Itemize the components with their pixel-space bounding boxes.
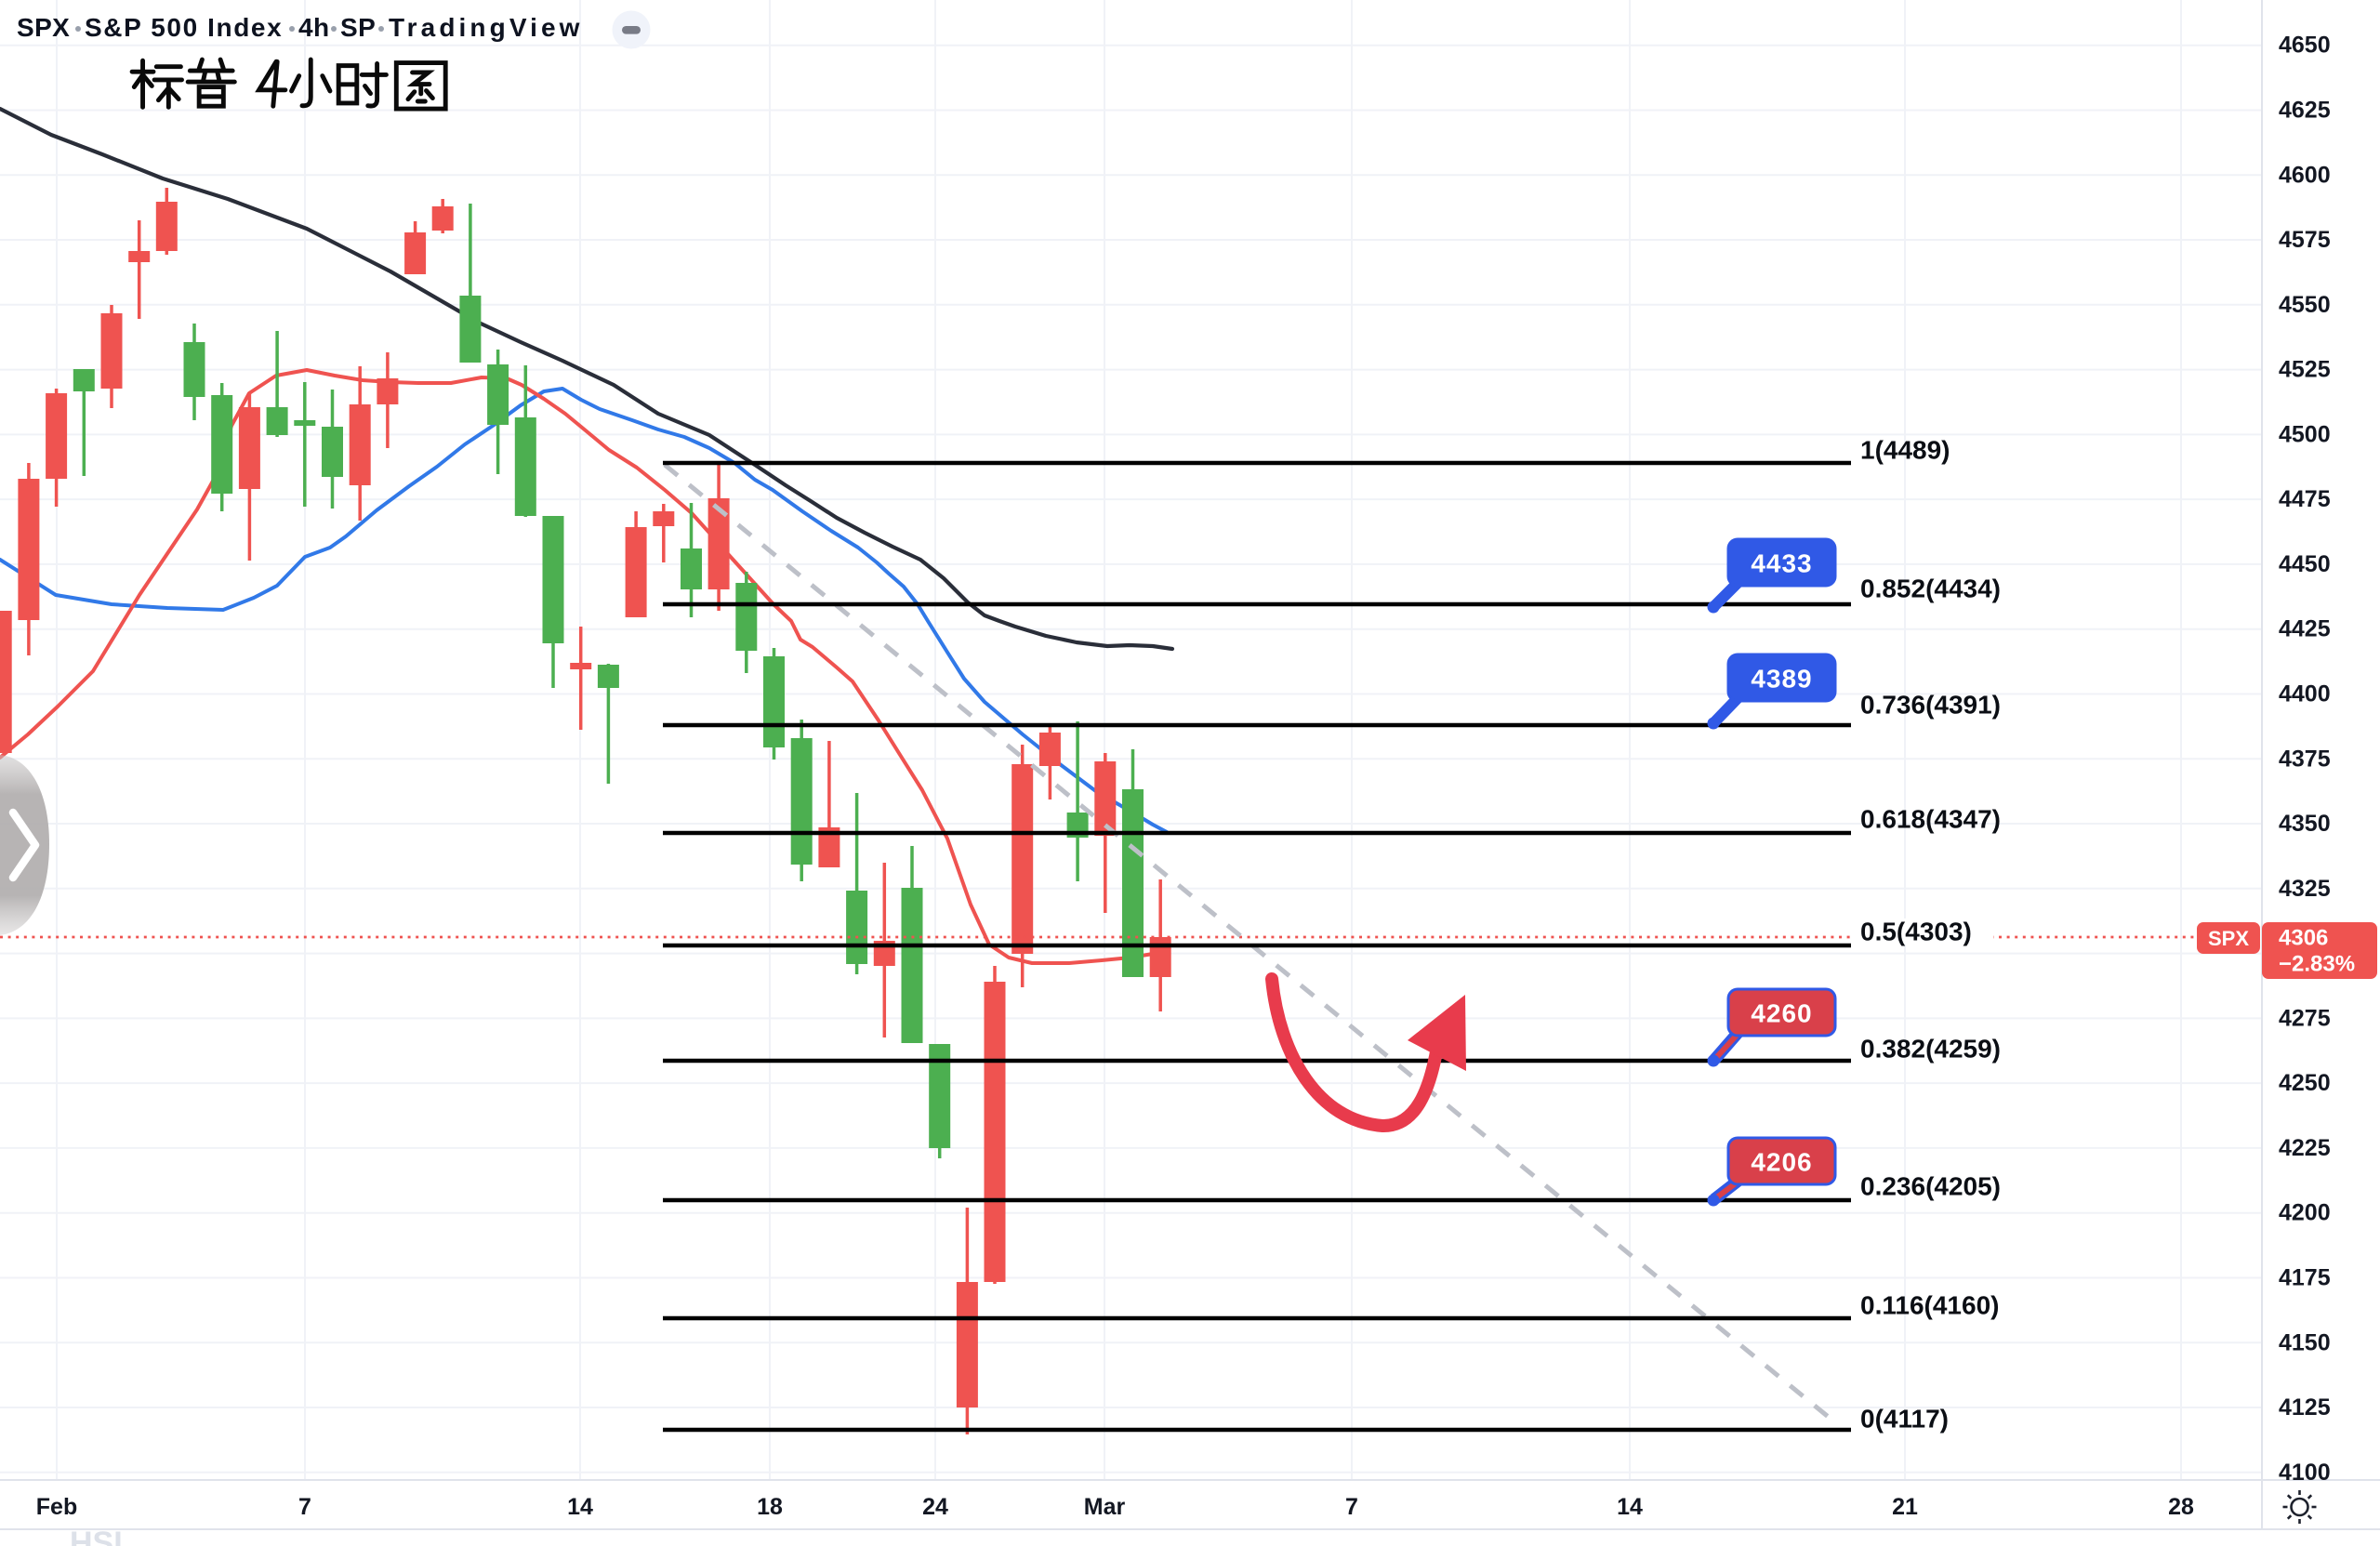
svg-text:4350: 4350 <box>2279 811 2331 837</box>
svg-text:4225: 4225 <box>2279 1135 2331 1161</box>
svg-text:4600: 4600 <box>2279 162 2331 188</box>
svg-text:0.618(4347): 0.618(4347) <box>1860 805 2001 834</box>
svg-text:4500: 4500 <box>2279 421 2331 447</box>
svg-text:TradingView: TradingView <box>389 13 584 42</box>
svg-text:4375: 4375 <box>2279 746 2331 772</box>
svg-text:24: 24 <box>922 1494 948 1520</box>
svg-text:4475: 4475 <box>2279 486 2331 512</box>
svg-text:4150: 4150 <box>2279 1329 2331 1355</box>
svg-text:0.736(4391): 0.736(4391) <box>1860 691 2001 720</box>
svg-text:S&P 500 Index: S&P 500 Index <box>85 13 283 42</box>
svg-text:4100: 4100 <box>2279 1460 2331 1486</box>
svg-text:SPX: SPX <box>17 13 70 42</box>
svg-text:4175: 4175 <box>2279 1265 2331 1291</box>
svg-text:7: 7 <box>1345 1494 1358 1520</box>
svg-text:4650: 4650 <box>2279 33 2331 59</box>
svg-text:4433: 4433 <box>1751 549 1812 578</box>
svg-text:4389: 4389 <box>1751 665 1812 694</box>
svg-text:0.382(4259): 0.382(4259) <box>1860 1035 2001 1064</box>
svg-text:18: 18 <box>757 1494 783 1520</box>
svg-text:0(4117): 0(4117) <box>1860 1405 1949 1434</box>
svg-text:21: 21 <box>1892 1494 1918 1520</box>
svg-text:4200: 4200 <box>2279 1200 2331 1226</box>
svg-text:4450: 4450 <box>2279 551 2331 577</box>
svg-text:4425: 4425 <box>2279 616 2331 642</box>
svg-text:4525: 4525 <box>2279 357 2331 383</box>
svg-text:4275: 4275 <box>2279 1005 2331 1031</box>
svg-text:−2.83%: −2.83% <box>2279 952 2355 977</box>
svg-text:7: 7 <box>298 1494 311 1520</box>
svg-text:28: 28 <box>2168 1494 2194 1520</box>
svg-text:14: 14 <box>1617 1494 1643 1520</box>
svg-text:SP: SP <box>340 13 376 42</box>
svg-text:4325: 4325 <box>2279 876 2331 902</box>
svg-text:1(4489): 1(4489) <box>1860 436 1950 465</box>
svg-text:0.116(4160): 0.116(4160) <box>1860 1291 1999 1320</box>
svg-text:HSI: HSI <box>70 1526 123 1546</box>
svg-text:0.236(4205): 0.236(4205) <box>1860 1172 2001 1201</box>
svg-text:4400: 4400 <box>2279 681 2331 707</box>
svg-text:Mar: Mar <box>1084 1494 1126 1520</box>
svg-text:4575: 4575 <box>2279 227 2331 253</box>
svg-text:SPX: SPX <box>2208 927 2249 950</box>
svg-text:0.852(4434): 0.852(4434) <box>1860 575 2001 603</box>
svg-text:4206: 4206 <box>1751 1148 1812 1177</box>
svg-text:4306: 4306 <box>2279 926 2328 951</box>
svg-text:4250: 4250 <box>2279 1070 2331 1096</box>
svg-text:Feb: Feb <box>36 1494 77 1520</box>
svg-text:4550: 4550 <box>2279 292 2331 318</box>
svg-text:4125: 4125 <box>2279 1394 2331 1420</box>
svg-text:4625: 4625 <box>2279 98 2331 124</box>
svg-text:0.5(4303): 0.5(4303) <box>1860 918 1972 946</box>
svg-text:4260: 4260 <box>1751 999 1812 1028</box>
svg-text:4h: 4h <box>298 13 329 42</box>
svg-text:14: 14 <box>567 1494 593 1520</box>
